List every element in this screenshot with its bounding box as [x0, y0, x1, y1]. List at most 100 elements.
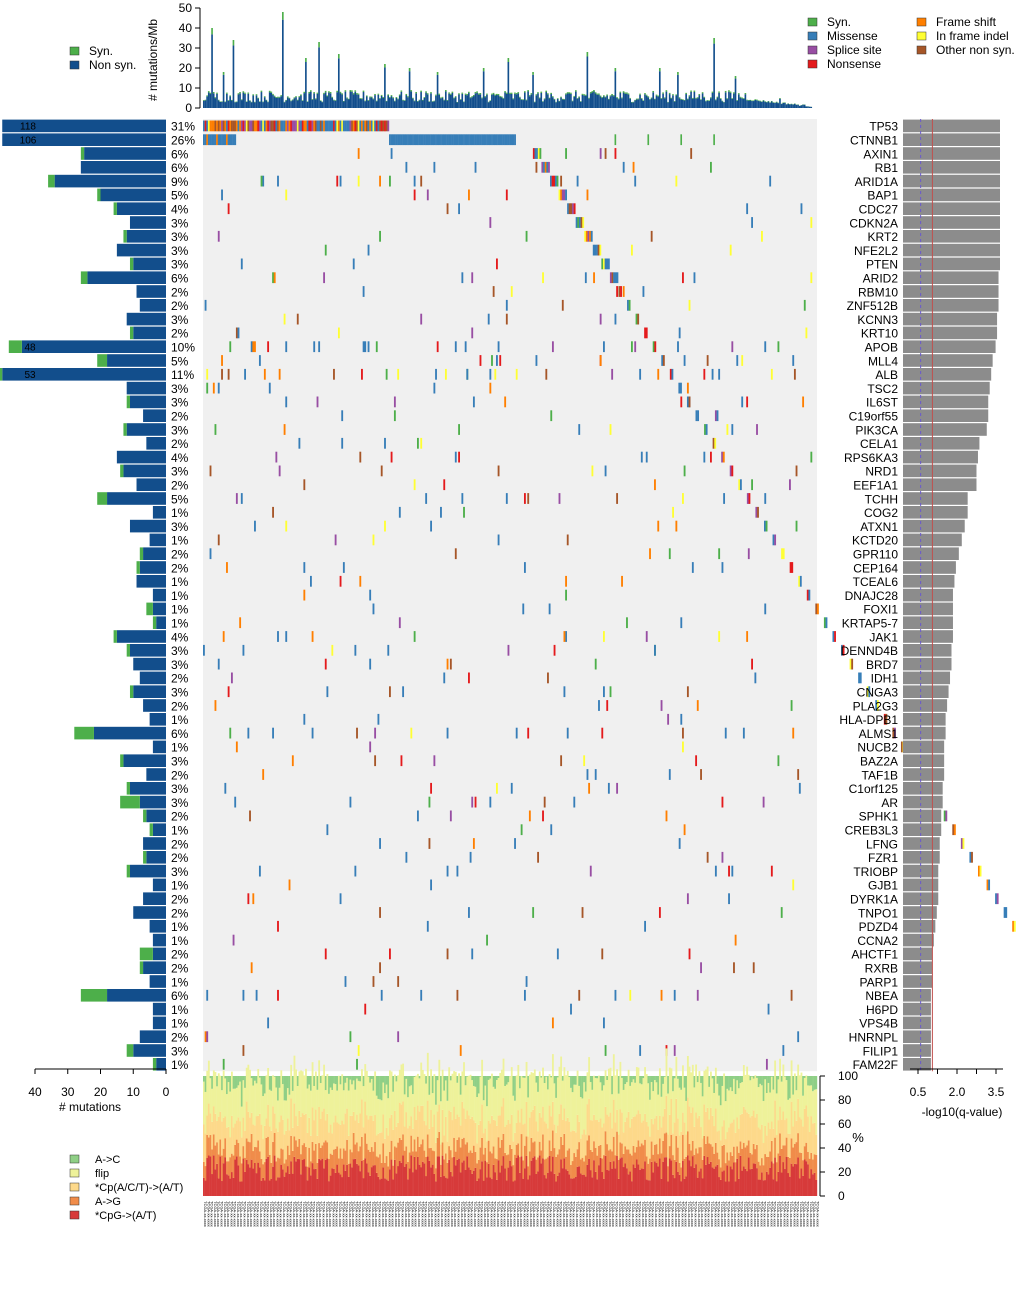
signature-segment [606, 1080, 609, 1115]
rate-bar-nonsyn [560, 97, 562, 108]
rate-bar-nonsyn [405, 95, 408, 108]
signature-segment [270, 1162, 273, 1179]
signature-segment [550, 1076, 553, 1078]
qvalue-bar [903, 561, 956, 574]
signature-segment [798, 1075, 801, 1118]
rate-bar-syn [548, 97, 551, 99]
mutation-cell [609, 424, 612, 435]
signature-segment [514, 1132, 516, 1155]
signature-segment [718, 1159, 721, 1178]
signature-segment [573, 1153, 576, 1179]
mutation-cell [616, 272, 619, 284]
signature-segment [309, 1175, 312, 1196]
sample-label: TCGA-xx-xxxx [377, 1201, 382, 1227]
signature-segment [723, 1120, 726, 1145]
signature-segment [761, 1124, 763, 1159]
signature-segment [392, 1165, 395, 1180]
gene-percent: 31% [171, 120, 195, 134]
rate-bar-syn [510, 92, 513, 94]
signature-segment [428, 1148, 431, 1161]
signature-segment [782, 1111, 785, 1146]
signature-segment [603, 1085, 605, 1124]
signature-segment [507, 1119, 510, 1155]
signature-segment [481, 1137, 484, 1162]
sample-label: TCGA-xx-xxxx [203, 1201, 208, 1227]
signature-segment [635, 1159, 638, 1196]
left-axis-tick-label: 20 [94, 1085, 108, 1099]
rate-bar-syn [556, 98, 559, 100]
rate-bar-nonsyn [719, 98, 722, 108]
signature-segment [357, 1080, 360, 1123]
signature-segment [698, 1147, 701, 1172]
signature-segment [807, 1151, 809, 1165]
mutation-cell [817, 603, 819, 615]
signature-segment [630, 1076, 633, 1083]
signature-segment [532, 1157, 535, 1196]
mutation-cell [272, 272, 274, 284]
mutation-cell [244, 120, 246, 132]
rate-bar-nonsyn [737, 94, 740, 108]
signature-segment [706, 1066, 709, 1108]
signature-segment [665, 1095, 668, 1133]
mutation-cell [494, 134, 497, 146]
rate-bar-nonsyn [313, 93, 315, 108]
rate-bar-nonsyn [686, 99, 689, 108]
signature-segment [458, 1073, 460, 1117]
rate-bar-nonsyn [805, 106, 808, 108]
signature-segment [789, 1176, 791, 1196]
mutation-cell [565, 631, 567, 642]
signature-segment [747, 1140, 750, 1158]
signature-segment [277, 1157, 279, 1178]
count-bar-syn [126, 1044, 134, 1057]
mutation-cell [1003, 907, 1006, 918]
sample-label: TCGA-xx-xxxx [792, 1201, 797, 1227]
signature-segment [622, 1076, 625, 1090]
rate-bar-syn [415, 91, 417, 94]
signature-segment [471, 1076, 474, 1081]
mutation-cell [222, 631, 225, 642]
rate-bar-nonsyn [412, 98, 414, 108]
sample-label: TCGA-xx-xxxx [598, 1201, 603, 1227]
count-bar-nonsyn [139, 299, 166, 312]
signature-segment [357, 1165, 360, 1196]
signature-segment [588, 1135, 591, 1159]
signature-segment [497, 1076, 500, 1078]
gene-name: TNPO1 [858, 906, 898, 920]
qvalue-bar [903, 326, 998, 340]
signature-segment [655, 1163, 658, 1196]
signature-segment [792, 1126, 795, 1148]
mutation-cell [222, 1058, 225, 1070]
rate-bar-nonsyn [642, 100, 645, 108]
signature-segment [354, 1120, 357, 1145]
signature-segment [599, 1076, 602, 1083]
mutation-cell [823, 617, 826, 629]
sample-label: TCGA-xx-xxxx [634, 1201, 639, 1227]
signature-segment [476, 1180, 479, 1196]
signature-segment [326, 1142, 329, 1159]
mutation-cell [650, 230, 653, 242]
signature-segment [295, 1140, 298, 1162]
rate-bar-syn [558, 100, 561, 102]
signature-segment [505, 1180, 508, 1196]
signature-segment [632, 1076, 635, 1080]
signature-segment [262, 1139, 265, 1165]
signature-segment [749, 1076, 752, 1081]
mutation-cell [440, 506, 442, 518]
rate-bar-syn [598, 93, 600, 95]
mutation-cell [952, 824, 955, 836]
signature-segment [756, 1168, 758, 1196]
mutation-cell [729, 244, 732, 256]
rate-bar-syn [499, 95, 501, 97]
signature-segment [216, 1163, 219, 1196]
mutation-cell [280, 120, 283, 132]
signature-segment [433, 1114, 436, 1152]
rate-bar-nonsyn [718, 92, 720, 108]
signature-segment [685, 1134, 688, 1157]
sample-label: TCGA-xx-xxxx [651, 1201, 656, 1227]
signature-segment [769, 1092, 772, 1129]
signature-segment [665, 1048, 668, 1096]
rate-bar-nonsyn [472, 96, 475, 108]
legend-swatch [916, 31, 927, 41]
signature-segment [578, 1142, 581, 1167]
signature-segment [642, 1168, 645, 1196]
